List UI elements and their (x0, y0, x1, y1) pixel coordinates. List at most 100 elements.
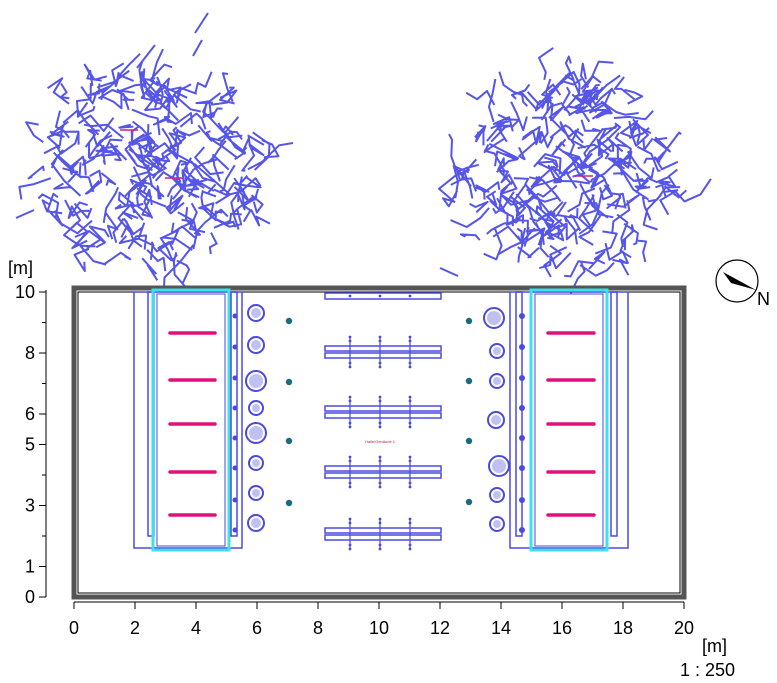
wing-dot (232, 497, 238, 503)
chair (408, 481, 412, 485)
x-tick-label: 14 (491, 618, 511, 638)
chair (348, 399, 352, 403)
wing-dot (519, 527, 525, 533)
wing-dot (519, 405, 525, 411)
chair (378, 521, 382, 525)
chair (408, 361, 412, 365)
scale-label: 1 : 250 (680, 660, 735, 680)
fixture-fill (493, 520, 501, 528)
x-tick-label: 10 (369, 618, 389, 638)
chair (408, 485, 412, 489)
wing-dot (232, 405, 238, 411)
fixture (247, 514, 265, 532)
chair (348, 455, 352, 459)
tree-stroke (194, 12, 209, 34)
tree-right (438, 47, 712, 294)
compass: N (715, 259, 770, 309)
fixture (248, 485, 264, 501)
desk (324, 405, 442, 412)
fixture-fill (252, 489, 260, 497)
desk (324, 352, 442, 359)
x-axis-unit: [m] (702, 636, 727, 656)
chair (408, 335, 412, 339)
chair (378, 335, 382, 339)
chair (378, 421, 382, 425)
tree-left (15, 12, 294, 288)
chair (348, 361, 352, 365)
fixture (487, 411, 505, 429)
compass-circle (715, 259, 759, 303)
fixture (488, 455, 510, 477)
fixture-fill (252, 404, 260, 412)
x-tick-label: 0 (69, 618, 79, 638)
y-axis-unit: [m] (8, 258, 33, 278)
desk (324, 534, 442, 541)
building-inner-line (77, 291, 681, 594)
sensor (465, 317, 473, 325)
chair (348, 543, 352, 547)
chair (408, 425, 412, 429)
luminaire-group (168, 331, 596, 517)
x-tick-label: 20 (674, 618, 694, 638)
wing-dot (232, 344, 238, 350)
room-label: Halle/Gebäude 1 (365, 439, 396, 444)
chair (408, 517, 412, 521)
chair (348, 481, 352, 485)
chair (348, 339, 352, 343)
fixture (248, 455, 264, 471)
x-tick-label: 12 (430, 618, 450, 638)
tree-scribble (18, 48, 294, 288)
wing-dot (519, 313, 525, 319)
x-tick-label: 6 (252, 618, 262, 638)
x-tick-label: 18 (613, 618, 633, 638)
wing-dot (232, 375, 238, 381)
chair (408, 399, 412, 403)
wing-dot (232, 313, 238, 319)
fixture-group (232, 304, 525, 533)
fixture (489, 516, 505, 532)
fixture-fill (252, 459, 260, 467)
fixture-fill (251, 340, 261, 350)
fixture-fill (251, 518, 261, 528)
sensor (285, 378, 293, 386)
chair (408, 395, 412, 399)
sensor (465, 498, 473, 506)
desk-group (324, 292, 442, 551)
wing-dot (519, 375, 525, 381)
fixture (245, 422, 267, 444)
fixture-fill (251, 308, 261, 318)
left-wing (133, 288, 243, 552)
x-tick-label: 8 (313, 618, 323, 638)
fixture (483, 307, 505, 329)
fixture (245, 370, 267, 392)
chair (408, 521, 412, 525)
y-tick-label: 10 (15, 282, 35, 302)
tree-stroke (192, 39, 203, 57)
chair (348, 335, 352, 339)
chair (348, 517, 352, 521)
chair (408, 455, 412, 459)
tree-stroke (15, 209, 35, 219)
chair (378, 455, 382, 459)
sensor (465, 377, 473, 385)
chair (378, 543, 382, 547)
wing-dot (519, 435, 525, 441)
compass-letter: N (757, 289, 770, 309)
y-tick-label: 8 (25, 343, 35, 363)
chair (408, 365, 412, 369)
wing-dot (232, 527, 238, 533)
chair (408, 294, 412, 298)
chair (378, 294, 382, 298)
fixture-fill (493, 347, 501, 355)
tree-stroke (136, 44, 156, 69)
desk (324, 412, 442, 419)
fixture-fill (487, 311, 501, 325)
wing-dot (519, 344, 525, 350)
chair (378, 547, 382, 551)
tree-stroke (439, 267, 459, 277)
desk (324, 527, 442, 534)
fixture (489, 343, 505, 359)
fixture (247, 304, 265, 322)
chair (378, 365, 382, 369)
sensor (285, 317, 293, 325)
